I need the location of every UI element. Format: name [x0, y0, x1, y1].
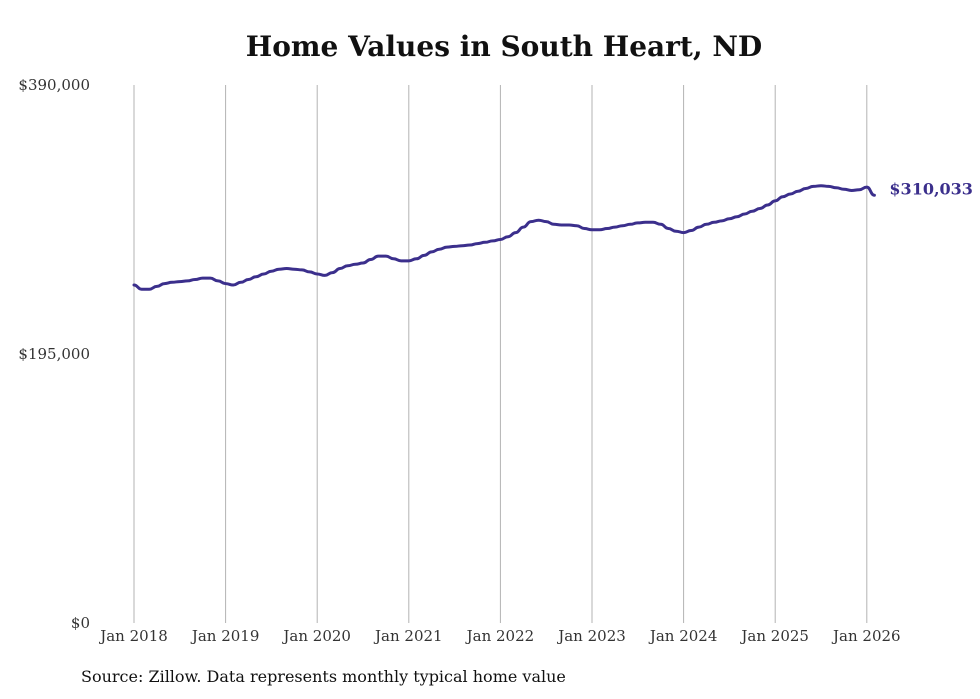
x-axis: Jan 2018 Jan 2019 Jan 2020 Jan 2021 Jan 2022… — [98, 627, 900, 645]
x-tick-label: Jan 2018 — [98, 627, 168, 645]
x-tick-label: Jan 2024 — [648, 627, 718, 645]
x-tick-label: Jan 2022 — [465, 627, 535, 645]
y-axis: $0 $195,000 $390,000 — [18, 76, 90, 632]
vertical-gridlines — [133, 85, 868, 623]
x-tick-label: Jan 2020 — [281, 627, 351, 645]
chart-title: Home Values in South Heart, ND — [245, 30, 763, 63]
x-tick-label: Jan 2021 — [373, 627, 443, 645]
y-tick-label: $390,000 — [18, 76, 90, 94]
y-tick-label: $195,000 — [18, 345, 90, 363]
x-tick-label: Jan 2023 — [556, 627, 626, 645]
series-line-home-values — [132, 184, 876, 291]
end-value-label: $310,033 — [889, 179, 973, 198]
source-note: Source: Zillow. Data represents monthly … — [81, 667, 566, 686]
x-tick-label: Jan 2019 — [190, 627, 260, 645]
end-label-layer: $310,033 — [889, 179, 973, 198]
x-tick-label: Jan 2026 — [831, 627, 901, 645]
y-tick-label: $0 — [71, 614, 90, 632]
x-tick-label: Jan 2025 — [739, 627, 809, 645]
series-line-layer — [132, 184, 876, 291]
